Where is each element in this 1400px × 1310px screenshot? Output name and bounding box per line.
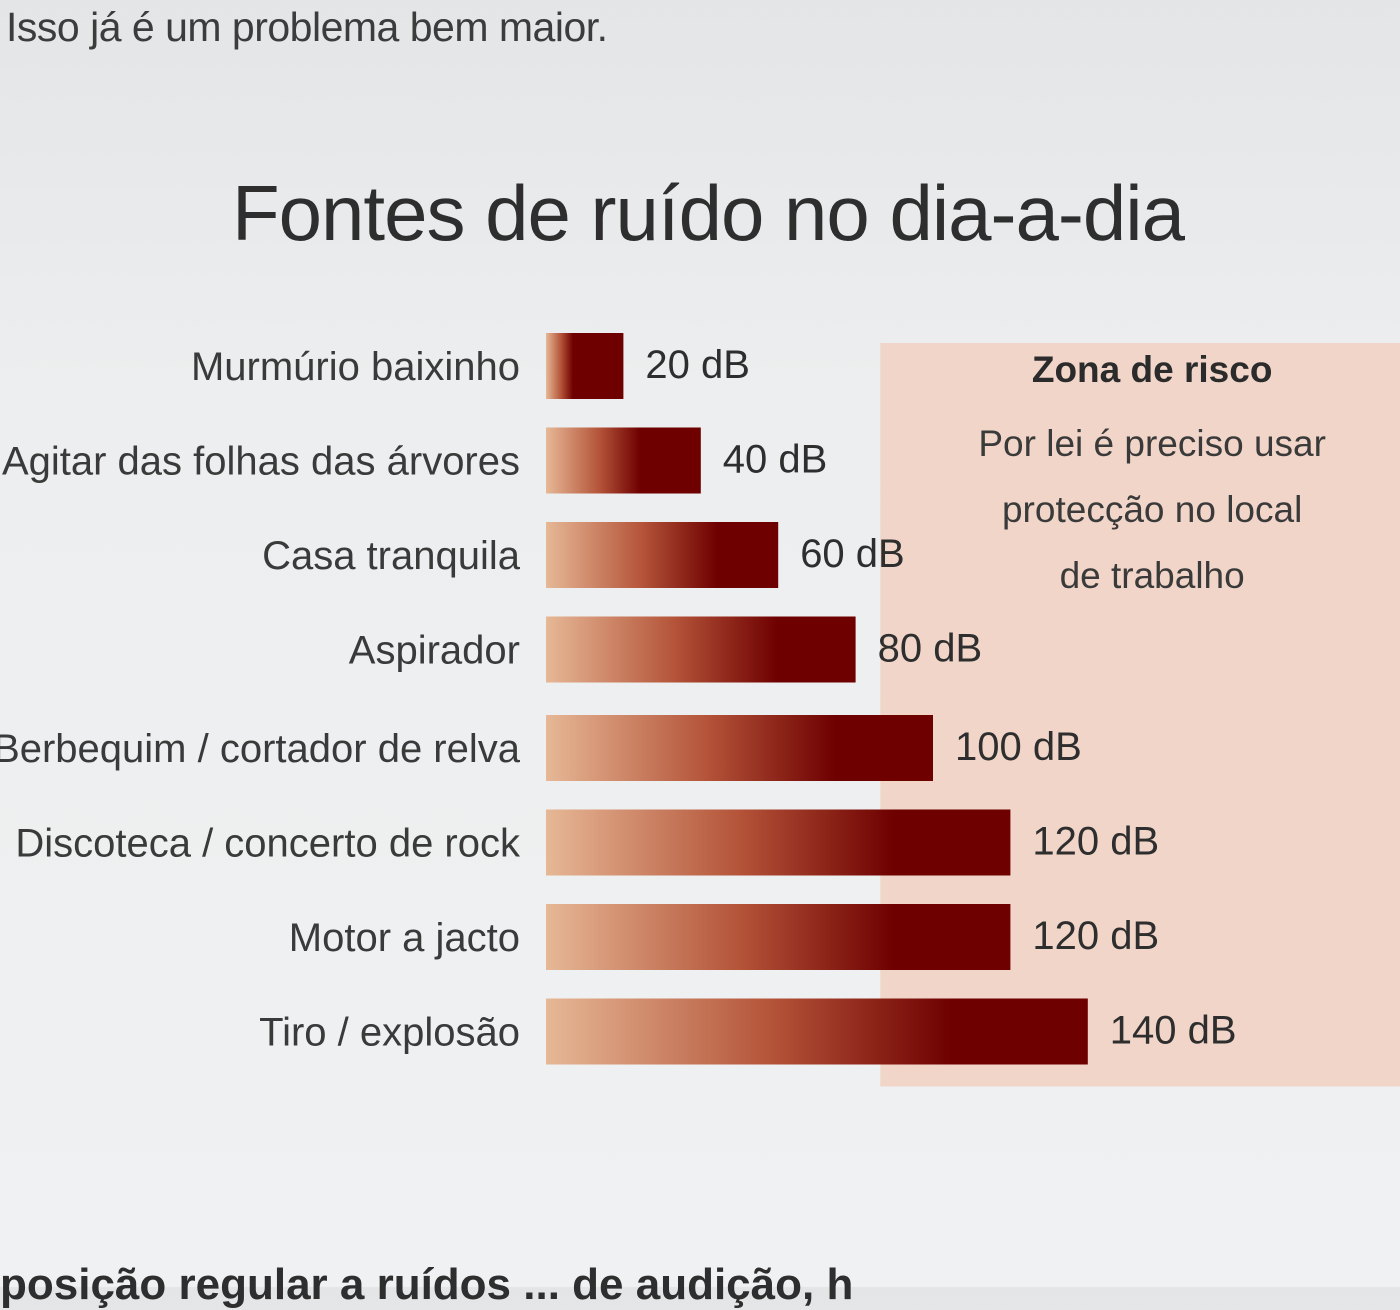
bar-discoteca-concerto-de-rock: [546, 809, 1011, 876]
value-label-berbequim-cortador-de-relva: 100 dB: [955, 725, 1082, 769]
risk-zone-text-line: de trabalho: [1060, 555, 1245, 596]
category-label-murmurio-baixinho: Murmúrio baixinho: [191, 345, 520, 389]
category-label-casa-tranquila: Casa tranquila: [262, 534, 521, 578]
bar-agitar-das-folhas-das-arvores: [546, 427, 701, 494]
chart-title: Fontes de ruído no dia-a-dia: [232, 169, 1185, 257]
bar-casa-tranquila: [546, 522, 779, 588]
risk-zone-title: Zona de risco: [1032, 349, 1273, 390]
value-label-agitar-das-folhas-das-arvores: 40 dB: [723, 438, 828, 482]
category-label-berbequim-cortador-de-relva: Berbequim / cortador de relva: [0, 727, 521, 771]
risk-zone-text-line: protecção no local: [1002, 489, 1302, 530]
risk-zone-text-line: Por lei é preciso usar: [978, 423, 1326, 464]
body-text-fragment: posição regular a ruídos ... de audição,…: [0, 1260, 854, 1309]
value-label-aspirador: 80 dB: [878, 627, 983, 671]
bar-murmurio-baixinho: [546, 333, 624, 399]
value-label-motor-a-jacto: 120 dB: [1032, 914, 1159, 958]
category-label-discoteca-concerto-de-rock: Discoteca / concerto de rock: [15, 822, 521, 866]
category-label-motor-a-jacto: Motor a jacto: [289, 916, 520, 960]
value-label-murmurio-baixinho: 20 dB: [645, 343, 750, 387]
bar-aspirador: [546, 616, 856, 683]
value-label-discoteca-concerto-de-rock: 120 dB: [1032, 820, 1159, 864]
value-label-tiro-explosao: 140 dB: [1110, 1009, 1237, 1053]
bar-motor-a-jacto: [546, 904, 1011, 970]
bar-berbequim-cortador-de-relva: [546, 715, 933, 781]
bar-tiro-explosao: [546, 998, 1088, 1065]
category-label-aspirador: Aspirador: [349, 629, 520, 673]
value-label-casa-tranquila: 60 dB: [800, 532, 905, 576]
category-label-agitar-das-folhas-das-arvores: Agitar das folhas das árvores: [2, 440, 520, 484]
intro-text: Isso já é um problema bem maior.: [6, 4, 608, 50]
category-label-tiro-explosao: Tiro / explosão: [259, 1011, 520, 1055]
